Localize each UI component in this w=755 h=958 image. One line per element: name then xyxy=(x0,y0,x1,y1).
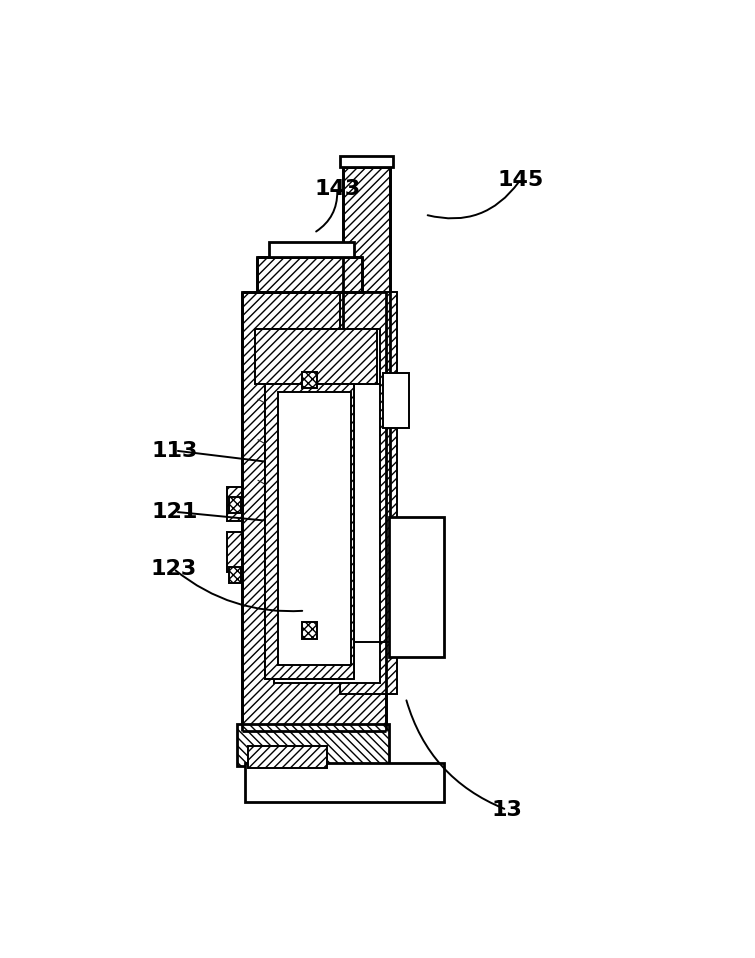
Text: 145: 145 xyxy=(498,170,544,190)
Bar xyxy=(389,517,444,657)
Text: 121: 121 xyxy=(152,502,199,522)
Bar xyxy=(248,745,327,767)
Bar xyxy=(343,167,390,643)
Text: 143: 143 xyxy=(314,179,360,198)
Bar xyxy=(227,488,242,521)
Bar xyxy=(229,567,241,583)
Bar xyxy=(257,257,362,292)
Bar xyxy=(254,329,377,384)
Text: 113: 113 xyxy=(152,441,199,461)
Bar xyxy=(237,723,389,766)
Bar xyxy=(242,292,386,731)
Bar xyxy=(227,532,242,572)
Bar xyxy=(302,623,317,639)
Text: 123: 123 xyxy=(150,559,196,579)
Bar xyxy=(269,241,353,257)
Bar xyxy=(278,392,350,665)
Bar xyxy=(340,155,393,167)
Text: 13: 13 xyxy=(492,800,522,820)
Bar xyxy=(229,497,241,513)
Bar xyxy=(274,329,380,683)
Bar xyxy=(245,763,444,802)
Bar xyxy=(265,384,353,679)
Bar xyxy=(340,292,397,694)
Bar xyxy=(302,372,317,388)
Bar xyxy=(383,374,409,428)
